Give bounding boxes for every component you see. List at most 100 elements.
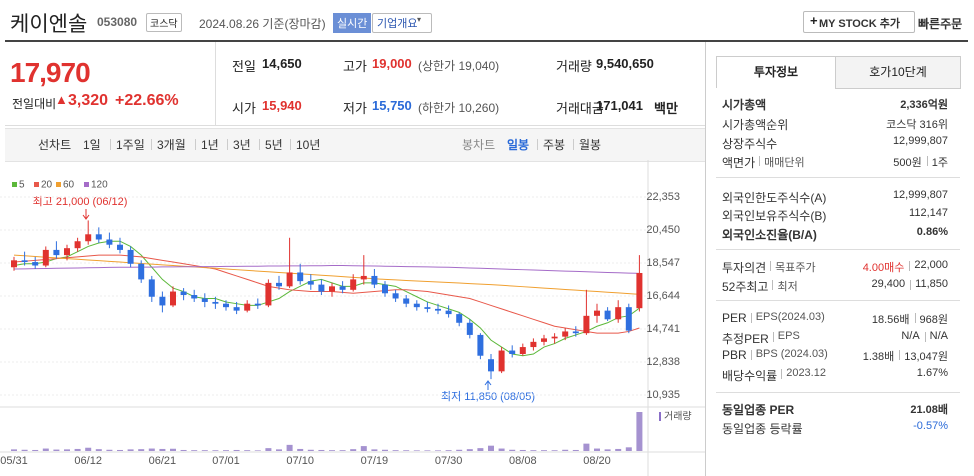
volume-bar xyxy=(477,448,484,451)
volume-bar xyxy=(562,449,569,451)
legend-swatch xyxy=(84,182,89,187)
volume-bar xyxy=(254,450,261,451)
candle-body xyxy=(276,282,282,287)
candle-body xyxy=(413,303,420,308)
volume-bar xyxy=(21,449,28,451)
base-date: 2024.08.26 기준(장마감) xyxy=(199,17,326,31)
candle-body xyxy=(42,249,49,266)
candle-body xyxy=(148,279,155,297)
volume-bar xyxy=(583,443,590,451)
side-rule xyxy=(716,300,960,301)
volume-bar xyxy=(435,450,441,451)
period-tab[interactable]: 5년 xyxy=(265,138,283,152)
candle-tab[interactable]: 주봉 xyxy=(543,138,566,152)
quick-order[interactable]: 빠른주문 xyxy=(918,17,963,31)
row-value: 코스닥 316위 xyxy=(886,119,948,131)
period-tab[interactable]: 3년 xyxy=(233,138,251,152)
row-value: 4.00매수 xyxy=(862,262,905,274)
row-value: -0.57% xyxy=(913,420,948,432)
row-value: 1.38배 xyxy=(862,351,895,363)
side-tab[interactable]: 호가10단계 xyxy=(835,56,961,89)
candle-body xyxy=(297,272,304,282)
realtime-button[interactable]: 실시간 xyxy=(333,13,372,33)
y-tick-label: 18,547 xyxy=(646,257,680,269)
period-tab[interactable]: 1년 xyxy=(201,138,219,152)
row-value: 18.56배 xyxy=(871,314,910,326)
volume-bar xyxy=(276,449,282,451)
candle-body xyxy=(201,298,208,302)
candle-body xyxy=(403,298,410,304)
volume-bar xyxy=(350,449,357,451)
volume-bar xyxy=(170,448,176,451)
plus-icon: + xyxy=(810,13,818,28)
tab-separator xyxy=(151,139,152,150)
x-tick-label: 07/19 xyxy=(361,455,389,467)
row-label: 상장주식수 xyxy=(722,137,778,151)
tab-separator xyxy=(195,139,196,150)
volume-bar xyxy=(594,448,600,451)
row-separator xyxy=(926,156,928,166)
volume-bar xyxy=(360,446,367,451)
period-tab[interactable]: 10년 xyxy=(296,138,321,152)
volume-bar xyxy=(223,450,229,451)
stock-code: 053080 xyxy=(97,15,138,29)
x-tick-label: 08/08 xyxy=(509,455,537,467)
moving-average xyxy=(13,254,640,295)
side-rule xyxy=(716,392,960,393)
candle-tab[interactable]: 일봉 xyxy=(507,138,530,152)
candle-body xyxy=(254,303,261,306)
candle-body xyxy=(159,296,166,306)
row-label: 매매단위 xyxy=(764,157,805,169)
y-tick-label: 14,741 xyxy=(646,323,680,335)
row-label: 동일업종 PER xyxy=(722,403,795,417)
cell-value: 9,540,650 xyxy=(596,56,654,71)
period-tab[interactable]: 1일 xyxy=(83,138,101,152)
company-button[interactable]: 기업개요 xyxy=(372,13,433,33)
candle-body xyxy=(445,310,452,315)
volume-legend-swatch xyxy=(659,412,661,421)
period-tab[interactable]: 1주일 xyxy=(116,138,145,152)
x-tick-label: 07/10 xyxy=(286,455,314,467)
volume-bar xyxy=(64,449,70,451)
candle-body xyxy=(360,275,367,280)
legend-label: 5 xyxy=(19,180,25,191)
volume-bar xyxy=(233,449,240,451)
candle-body xyxy=(594,310,600,316)
volume-label: 거래량 xyxy=(664,411,692,423)
volume-bar xyxy=(180,449,187,451)
candle-body xyxy=(117,244,123,250)
volume-bar xyxy=(95,449,102,451)
period-tab[interactable]: 3개월 xyxy=(157,138,186,152)
row-value: 12,999,807 xyxy=(892,135,948,147)
cell-label: 저가 xyxy=(343,101,367,116)
candle-body xyxy=(180,291,187,296)
tab-separator xyxy=(259,139,260,150)
side-tab-active[interactable]: 투자정보 xyxy=(716,56,836,88)
candle-body xyxy=(424,307,431,309)
row-separator xyxy=(924,332,926,342)
side-rule xyxy=(716,177,960,178)
row-label: 최저 xyxy=(777,281,798,293)
candle-body xyxy=(106,239,113,245)
mystock-button[interactable]: MY STOCK 추가 xyxy=(803,11,915,33)
change-label: 전일대비 xyxy=(12,97,57,111)
volume-bar xyxy=(201,450,208,451)
volume-bar xyxy=(11,449,17,451)
row-separator xyxy=(750,350,752,360)
candle-body xyxy=(170,291,176,306)
candle-body xyxy=(371,275,378,285)
row-separator xyxy=(759,156,761,166)
candle-tab[interactable]: 월봉 xyxy=(579,138,602,152)
candle-body xyxy=(488,359,494,372)
volume-bar xyxy=(636,412,643,451)
volume-bar xyxy=(318,449,325,451)
tab-bar xyxy=(5,128,705,162)
candle-body xyxy=(53,249,60,256)
candle-body xyxy=(32,262,39,266)
side-rule xyxy=(716,249,960,250)
candle-body xyxy=(74,241,81,249)
row-label: BPS (2024.03) xyxy=(755,348,828,360)
company-label: 기업개요 xyxy=(377,18,418,30)
row-value: 112,147 xyxy=(909,207,948,219)
row-separator xyxy=(899,350,901,360)
